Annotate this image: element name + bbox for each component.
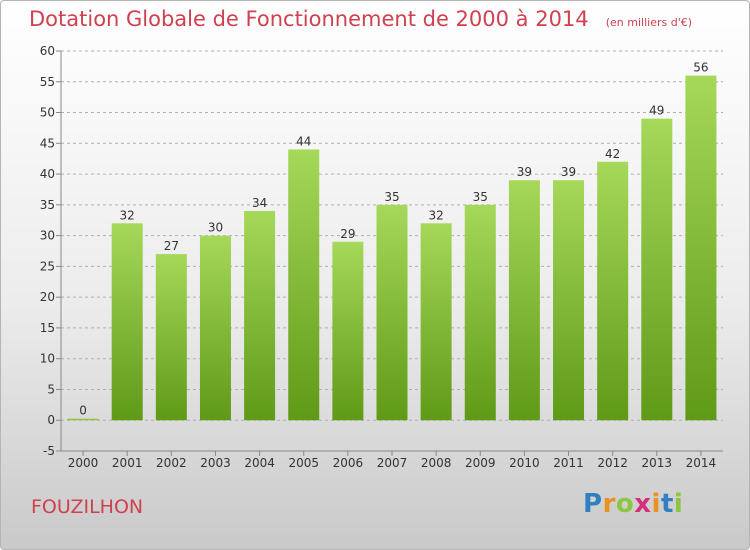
bar — [553, 180, 585, 421]
value-label: 35 — [384, 190, 399, 204]
x-tick-label: 2010 — [509, 456, 540, 470]
value-label: 29 — [340, 227, 355, 241]
y-tick-label: 55 — [40, 75, 55, 89]
bar — [641, 118, 673, 421]
x-tick-label: 2003 — [200, 456, 231, 470]
x-tick-label: 2012 — [597, 456, 628, 470]
x-tick-label: 2000 — [68, 456, 99, 470]
bar — [464, 204, 496, 421]
value-label: 39 — [561, 165, 576, 179]
logo-letter: i — [651, 489, 661, 519]
logo-letter: i — [673, 489, 684, 519]
axes: -5 0 5 10 15 20 25 30 35 40 45 50 55 60 2000 2001 2002 20… — [40, 44, 723, 470]
commune-name: FOUZILHON — [31, 496, 144, 518]
bar — [508, 180, 540, 421]
chart-title: Dotation Globale de Fonctionnement de 20… — [29, 7, 589, 31]
bar — [685, 75, 717, 421]
value-label: 56 — [693, 61, 708, 75]
bar — [288, 149, 320, 421]
x-tick-label: 2014 — [686, 456, 717, 470]
logo-letter: x — [634, 489, 652, 519]
value-label: 35 — [473, 190, 488, 204]
bar — [420, 223, 452, 421]
value-label: 30 — [208, 221, 223, 235]
value-label: 32 — [428, 208, 443, 222]
y-tick-label: 5 — [47, 382, 55, 396]
chart-subtitle: (en milliers d'€) — [605, 16, 693, 29]
x-tick-label: 2004 — [244, 456, 275, 470]
value-labels: 0 32 27 30 34 44 29 35 32 35 39 39 42 49 56 — [79, 61, 708, 418]
y-tick-label: 20 — [40, 290, 55, 304]
y-tick-label: 25 — [40, 259, 55, 273]
bar — [244, 211, 276, 421]
bar — [332, 241, 364, 421]
y-tick-label: 10 — [40, 352, 55, 366]
y-tick-label: 30 — [40, 229, 55, 243]
x-tick-label: 2008 — [421, 456, 452, 470]
bar — [155, 254, 187, 421]
logo-letter: t — [660, 489, 674, 519]
y-tick-label: 35 — [40, 198, 55, 212]
x-tick-label: 2001 — [112, 456, 143, 470]
logo-letter: r — [602, 489, 616, 519]
bar — [67, 418, 99, 421]
value-label: 49 — [649, 104, 664, 118]
x-tick-label: 2009 — [465, 456, 496, 470]
value-label: 39 — [517, 165, 532, 179]
x-tick-label: 2006 — [333, 456, 364, 470]
proxiti-logo[interactable]: Proxiti — [583, 489, 683, 519]
logo-letter: P — [583, 489, 603, 519]
value-label: 0 — [79, 404, 87, 418]
x-tick-label: 2002 — [156, 456, 187, 470]
value-label: 42 — [605, 147, 620, 161]
y-tick-label: 40 — [40, 167, 55, 181]
value-label: 32 — [120, 208, 135, 222]
y-tick-label: 50 — [40, 106, 55, 120]
logo-letter: o — [615, 489, 635, 519]
title-block: Dotation Globale de Fonctionnement de 20… — [29, 7, 692, 31]
bar — [199, 235, 231, 421]
y-tick-label: 60 — [40, 44, 55, 58]
value-label: 34 — [252, 196, 267, 210]
bar — [376, 204, 408, 421]
bar — [597, 161, 629, 421]
x-tick-label: 2005 — [288, 456, 319, 470]
x-tick-label: 2011 — [553, 456, 584, 470]
bar — [111, 223, 143, 421]
x-tick-label: 2013 — [642, 456, 673, 470]
y-tick-label: 0 — [47, 413, 55, 427]
y-tick-label: 15 — [40, 321, 55, 335]
value-label: 44 — [296, 134, 311, 148]
y-tick-label: -5 — [43, 444, 55, 458]
value-label: 27 — [164, 239, 179, 253]
x-tick-label: 2007 — [377, 456, 408, 470]
bars — [67, 75, 717, 421]
y-tick-label: 45 — [40, 136, 55, 150]
